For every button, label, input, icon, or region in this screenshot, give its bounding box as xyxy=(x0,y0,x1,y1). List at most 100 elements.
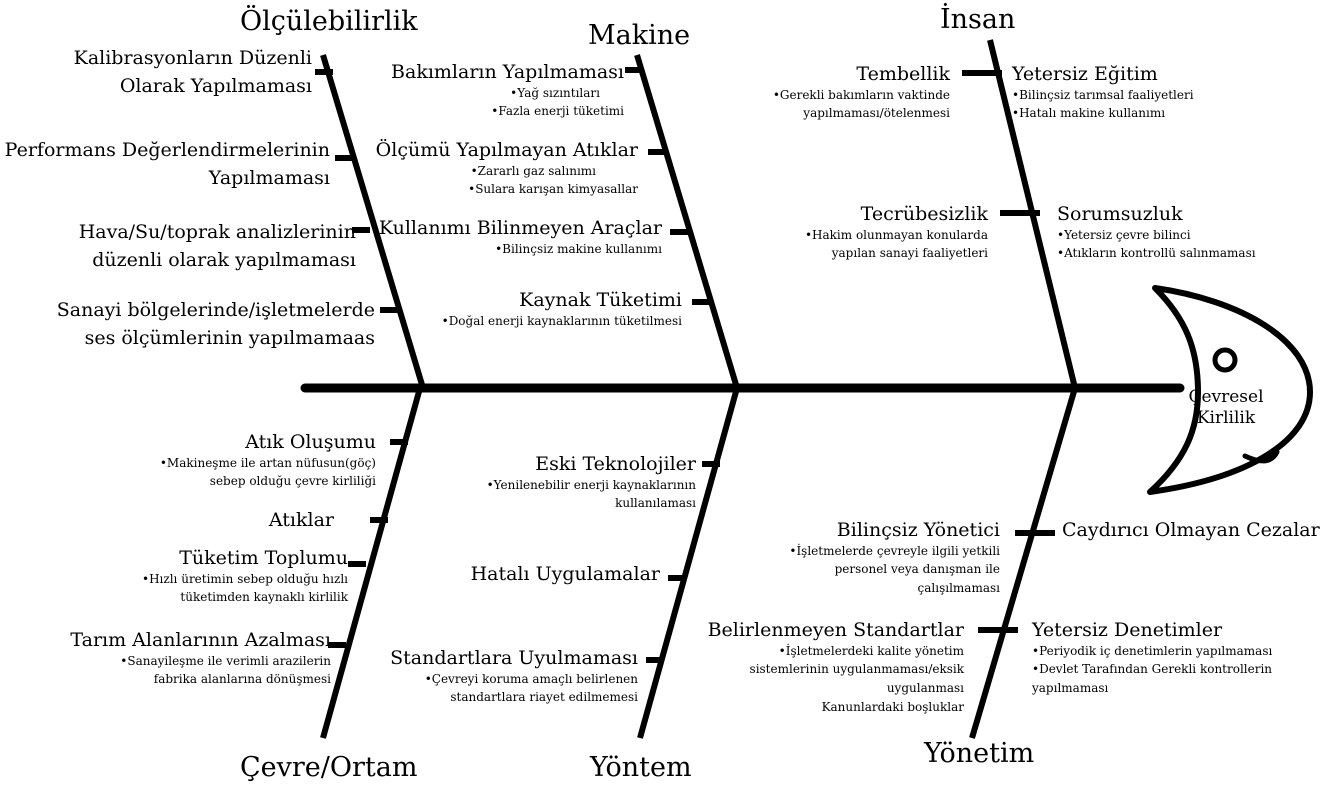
cause-yontem-1: Eski Teknolojiler •Yenilenebilir enerji … xyxy=(486,453,696,513)
cause-detail: •Yetersiz çevre bilinci xyxy=(1057,227,1191,242)
cause-title: Caydırıcı Olmayan Cezalar xyxy=(1062,519,1320,541)
cause-ticks xyxy=(315,67,1055,663)
cause-detail: •Periyodik iç denetimlerin yapılmaması xyxy=(1032,643,1273,658)
cause-title: Tecrübesizlik xyxy=(860,203,988,225)
cause-detail: •İşletmelerdeki kalite yönetim xyxy=(778,643,964,658)
cause-yonetim-left-1: Bilinçsiz Yönetici •İşletmelerde çevreyl… xyxy=(789,519,1000,598)
cause-olculebilirlik-4: Sanayi bölgelerinde/işletmelerde ses ölç… xyxy=(56,299,375,350)
cause-insan-left-1: Tembellik •Gerekli bakımların vaktinde y… xyxy=(772,63,950,123)
cause-yonetim-left-2: Belirlenmeyen Standartlar •İşletmelerdek… xyxy=(707,619,964,716)
cause-makine-1: Bakımların Yapılmaması •Yağ sızıntıları … xyxy=(391,61,624,121)
cause-detail: standartlara riayet edilmemesi xyxy=(450,690,638,705)
cause-detail: •Yağ sızıntıları xyxy=(510,85,600,100)
cause-detail: sistemlerinin uygulanmaması/eksik xyxy=(749,662,964,677)
cause-line: Yapılmaması xyxy=(208,166,330,189)
category-olculebilirlik: Ölçülebilirlik xyxy=(240,6,418,37)
cause-detail: •Atıkların kontrollü salınmaması xyxy=(1057,246,1256,261)
cause-detail: fabrika alanlarına dönüşmesi xyxy=(153,672,331,687)
cause-detail: kullanılaması xyxy=(615,496,696,511)
cause-detail: •Hızlı üretimin sebep olduğu hızlı xyxy=(142,571,348,586)
cause-detail: Kanunlardaki boşluklar xyxy=(821,699,964,714)
cause-line: Kalibrasyonların Düzenli xyxy=(73,47,312,69)
cause-detail: uygulanması xyxy=(886,681,964,696)
cause-line: Performans Değerlendirmelerinin xyxy=(4,139,330,161)
cause-detail: yapılan sanayi faaliyetleri xyxy=(831,246,988,261)
cause-insan-left-2: Tecrübesizlik •Hakim olunmayan konularda… xyxy=(805,203,988,263)
cause-detail: •Sanayileşme ile verimli arazilerin xyxy=(120,653,331,668)
cause-title: Tüketim Toplumu xyxy=(179,547,348,569)
cause-title: Atık Oluşumu xyxy=(245,431,376,453)
cause-line: Hava/Su/toprak analizlerinin xyxy=(78,221,356,243)
bone-cevre xyxy=(320,387,423,739)
cause-insan-right-1: Yetersiz Eğitim •Bilinçsiz tarımsal faal… xyxy=(1012,63,1194,123)
cause-detail: •Hatalı makine kullanımı xyxy=(1012,106,1166,121)
cause-detail: •İşletmelerde çevreyle ilgili yetkili xyxy=(789,543,1000,558)
cause-line: ses ölçümlerinin yapılmamaas xyxy=(84,326,375,349)
cause-detail: •Bilinçsiz tarımsal faaliyetleri xyxy=(1012,87,1194,102)
cause-detail: •Devlet Tarafından Gerekli kontrollerin xyxy=(1032,662,1273,677)
cause-olculebilirlik-1: Kalibrasyonların Düzenli Olarak Yapılmam… xyxy=(73,47,312,98)
cause-detail: •Makineşme ile artan nüfusun(göç) xyxy=(159,455,376,470)
cause-title: Tembellik xyxy=(856,63,950,85)
cause-detail: tüketimden kaynaklı kirlilik xyxy=(180,590,348,605)
cause-title: Eski Teknolojiler xyxy=(535,453,696,475)
fish-mouth-icon xyxy=(1242,449,1280,464)
cause-line: Sanayi bölgelerinde/işletmelerde xyxy=(56,299,375,321)
cause-olculebilirlik-2: Performans Değerlendirmelerinin Yapılmam… xyxy=(4,139,330,190)
cause-olculebilirlik-3: Hava/Su/toprak analizlerinin düzenli ola… xyxy=(78,221,356,272)
cause-detail: •Zararlı gaz salınımı xyxy=(470,163,596,178)
category-makine: Makine xyxy=(588,20,691,51)
cause-makine-4: Kaynak Tüketimi •Doğal enerji kaynakları… xyxy=(441,289,682,330)
cause-detail: •Sulara karışan kimyasallar xyxy=(468,182,638,197)
cause-makine-2: Ölçümü Yapılmayan Atıklar •Zararlı gaz s… xyxy=(375,139,638,199)
cause-detail: •Gerekli bakımların vaktinde xyxy=(772,87,950,102)
cause-title: Yetersiz Denetimler xyxy=(1032,619,1223,641)
cause-line: düzenli olarak yapılmaması xyxy=(92,248,356,271)
cause-detail: •Çevreyi koruma amaçlı belirlenen xyxy=(424,671,638,686)
cause-title: Tarım Alanlarının Azalması xyxy=(70,629,331,651)
cause-title: Belirlenmeyen Standartlar xyxy=(707,619,964,641)
category-yontem: Yöntem xyxy=(590,752,692,783)
head-label-line-2: Kirlilik xyxy=(1196,408,1256,429)
cause-makine-3: Kullanımı Bilinmeyen Araçlar •Bilinçsiz … xyxy=(378,217,662,258)
cause-yontem-3: Standartlara Uyulmaması •Çevreyi koruma … xyxy=(390,647,638,707)
cause-title: Bilinçsiz Yönetici xyxy=(836,519,1000,541)
cause-title: Kullanımı Bilinmeyen Araçlar xyxy=(378,217,662,239)
cause-title: Sorumsuzluk xyxy=(1057,203,1183,225)
cause-cevre-4: Tarım Alanlarının Azalması •Sanayileşme … xyxy=(70,629,331,689)
cause-detail: personel veya danışman ile xyxy=(834,562,1000,577)
category-insan: İnsan xyxy=(940,4,1016,35)
cause-title: Bakımların Yapılmaması xyxy=(391,61,624,83)
bone-makine xyxy=(634,54,740,389)
bone-olculebilirlik xyxy=(320,54,426,389)
cause-cevre-1: Atık Oluşumu •Makineşme ile artan nüfusu… xyxy=(159,431,376,491)
cause-detail: •Bilinçsiz makine kullanımı xyxy=(495,241,662,256)
cause-detail: sebep olduğu çevre kirliliği xyxy=(209,474,376,489)
cause-detail: çalışılmaması xyxy=(917,581,1000,596)
cause-yontem-2: Hatalı Uygulamalar xyxy=(470,563,660,586)
fish-eye-icon xyxy=(1212,347,1238,373)
cause-line: Olarak Yapılmaması xyxy=(119,74,312,97)
cause-title: Standartlara Uyulmaması xyxy=(390,647,638,669)
category-cevre: Çevre/Ortam xyxy=(240,752,418,783)
cause-title: Ölçümü Yapılmayan Atıklar xyxy=(375,139,638,161)
cause-cevre-3: Tüketim Toplumu •Hızlı üretimin sebep ol… xyxy=(142,547,348,607)
cause-detail: •Yenilenebilir enerji kaynaklarının xyxy=(486,477,696,492)
cause-cevre-2: Atıklar xyxy=(268,509,334,532)
head-label-line-1: Çevresel xyxy=(1188,387,1264,407)
head-label: Çevresel Kirlilik xyxy=(1172,387,1280,430)
cause-yonetim-right-2: Yetersiz Denetimler •Periyodik iç deneti… xyxy=(1032,619,1273,698)
fish-head xyxy=(1147,285,1313,495)
bone-yonetim xyxy=(969,387,1078,739)
cause-detail: yapılmaması xyxy=(1032,681,1109,696)
cause-detail: •Fazla enerji tüketimi xyxy=(491,104,624,119)
cause-detail: yapılmaması/ötelenmesi xyxy=(803,106,950,121)
cause-detail: •Doğal enerji kaynaklarının tüketilmesi xyxy=(441,313,682,328)
cause-title: Kaynak Tüketimi xyxy=(519,289,682,311)
cause-title: Atıklar xyxy=(268,509,334,531)
category-yonetim: Yönetim xyxy=(924,738,1035,769)
cause-title: Hatalı Uygulamalar xyxy=(470,563,660,585)
bone-yontem xyxy=(637,387,740,739)
